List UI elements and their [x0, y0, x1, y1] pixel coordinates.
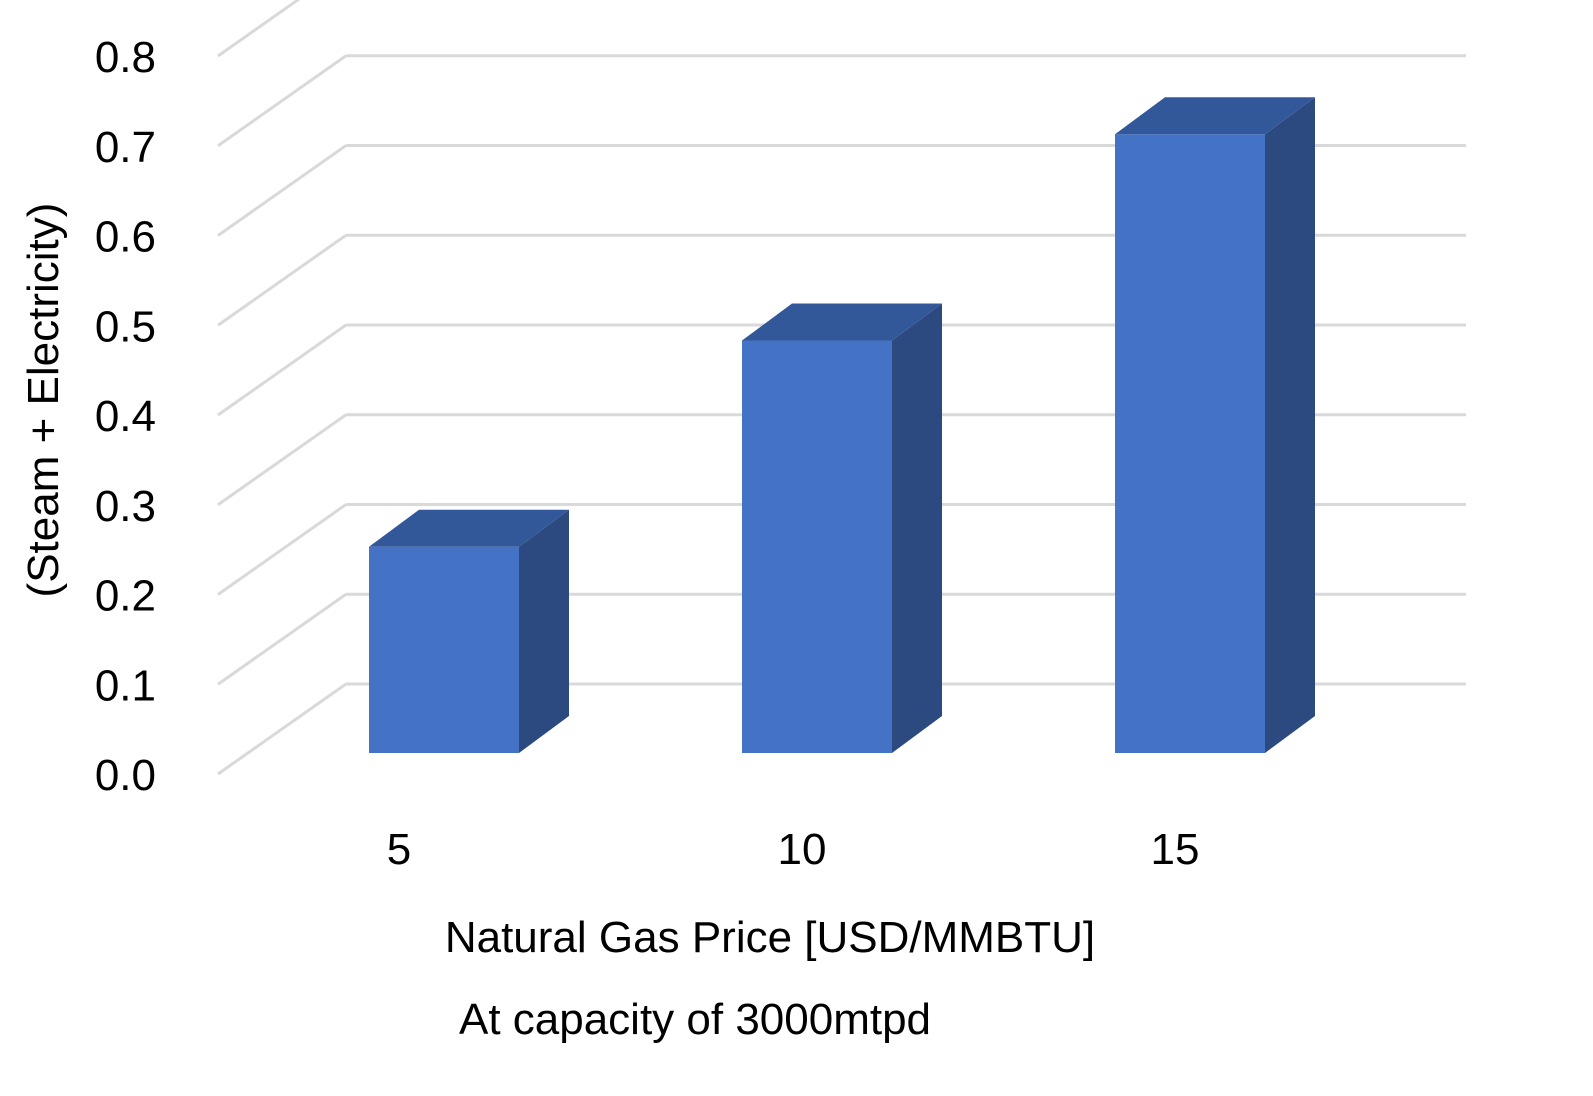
bar-front [742, 340, 892, 753]
gridline-diagonal [217, 0, 301, 58]
x-tick-label: 10 [778, 825, 827, 874]
y-tick-label: 0.4 [95, 392, 156, 441]
x-axis-title: Natural Gas Price [USD/MMBTU] [445, 913, 1095, 962]
y-tick-label: 0.7 [95, 123, 156, 172]
y-tick-label: 0.3 [95, 482, 156, 531]
y-tick-label: 0.8 [95, 33, 156, 82]
gridline-diagonal [217, 593, 347, 686]
gridline-diagonal [217, 323, 347, 417]
x-tick-label: 5 [387, 825, 411, 874]
y-axis-title: (Steam + Electricity) [19, 203, 68, 598]
bar-side [519, 509, 569, 753]
y-tick-label: 0.0 [95, 751, 156, 800]
bar-top [742, 303, 942, 341]
bar-front [1115, 134, 1265, 753]
bar-top [369, 509, 569, 547]
bar-front [369, 546, 519, 753]
gridline-diagonal [217, 54, 347, 147]
y-tick-label: 0.1 [95, 661, 156, 710]
gridline-diagonal [217, 503, 347, 596]
gridline-diagonal [217, 234, 347, 327]
x-tick-labels: 5 10 15 [387, 825, 1200, 874]
y-tick-label: 0.2 [95, 572, 156, 621]
gridline-diagonal [217, 413, 347, 506]
x-tick-label: 15 [1151, 825, 1200, 874]
bar-top [1115, 97, 1315, 135]
y-tick-label: 0.6 [95, 213, 156, 262]
bar-side [1265, 97, 1315, 753]
gridline-diagonal [217, 682, 347, 776]
chart-note: At capacity of 3000mtpd [459, 995, 931, 1044]
bars [369, 97, 1315, 753]
y-tick-labels: 0.0 0.1 0.2 0.3 0.4 0.5 0.6 0.7 0.8 [95, 33, 156, 800]
gridline-diagonal [217, 144, 347, 237]
bar-side [892, 303, 942, 753]
y-tick-label: 0.5 [95, 302, 156, 351]
